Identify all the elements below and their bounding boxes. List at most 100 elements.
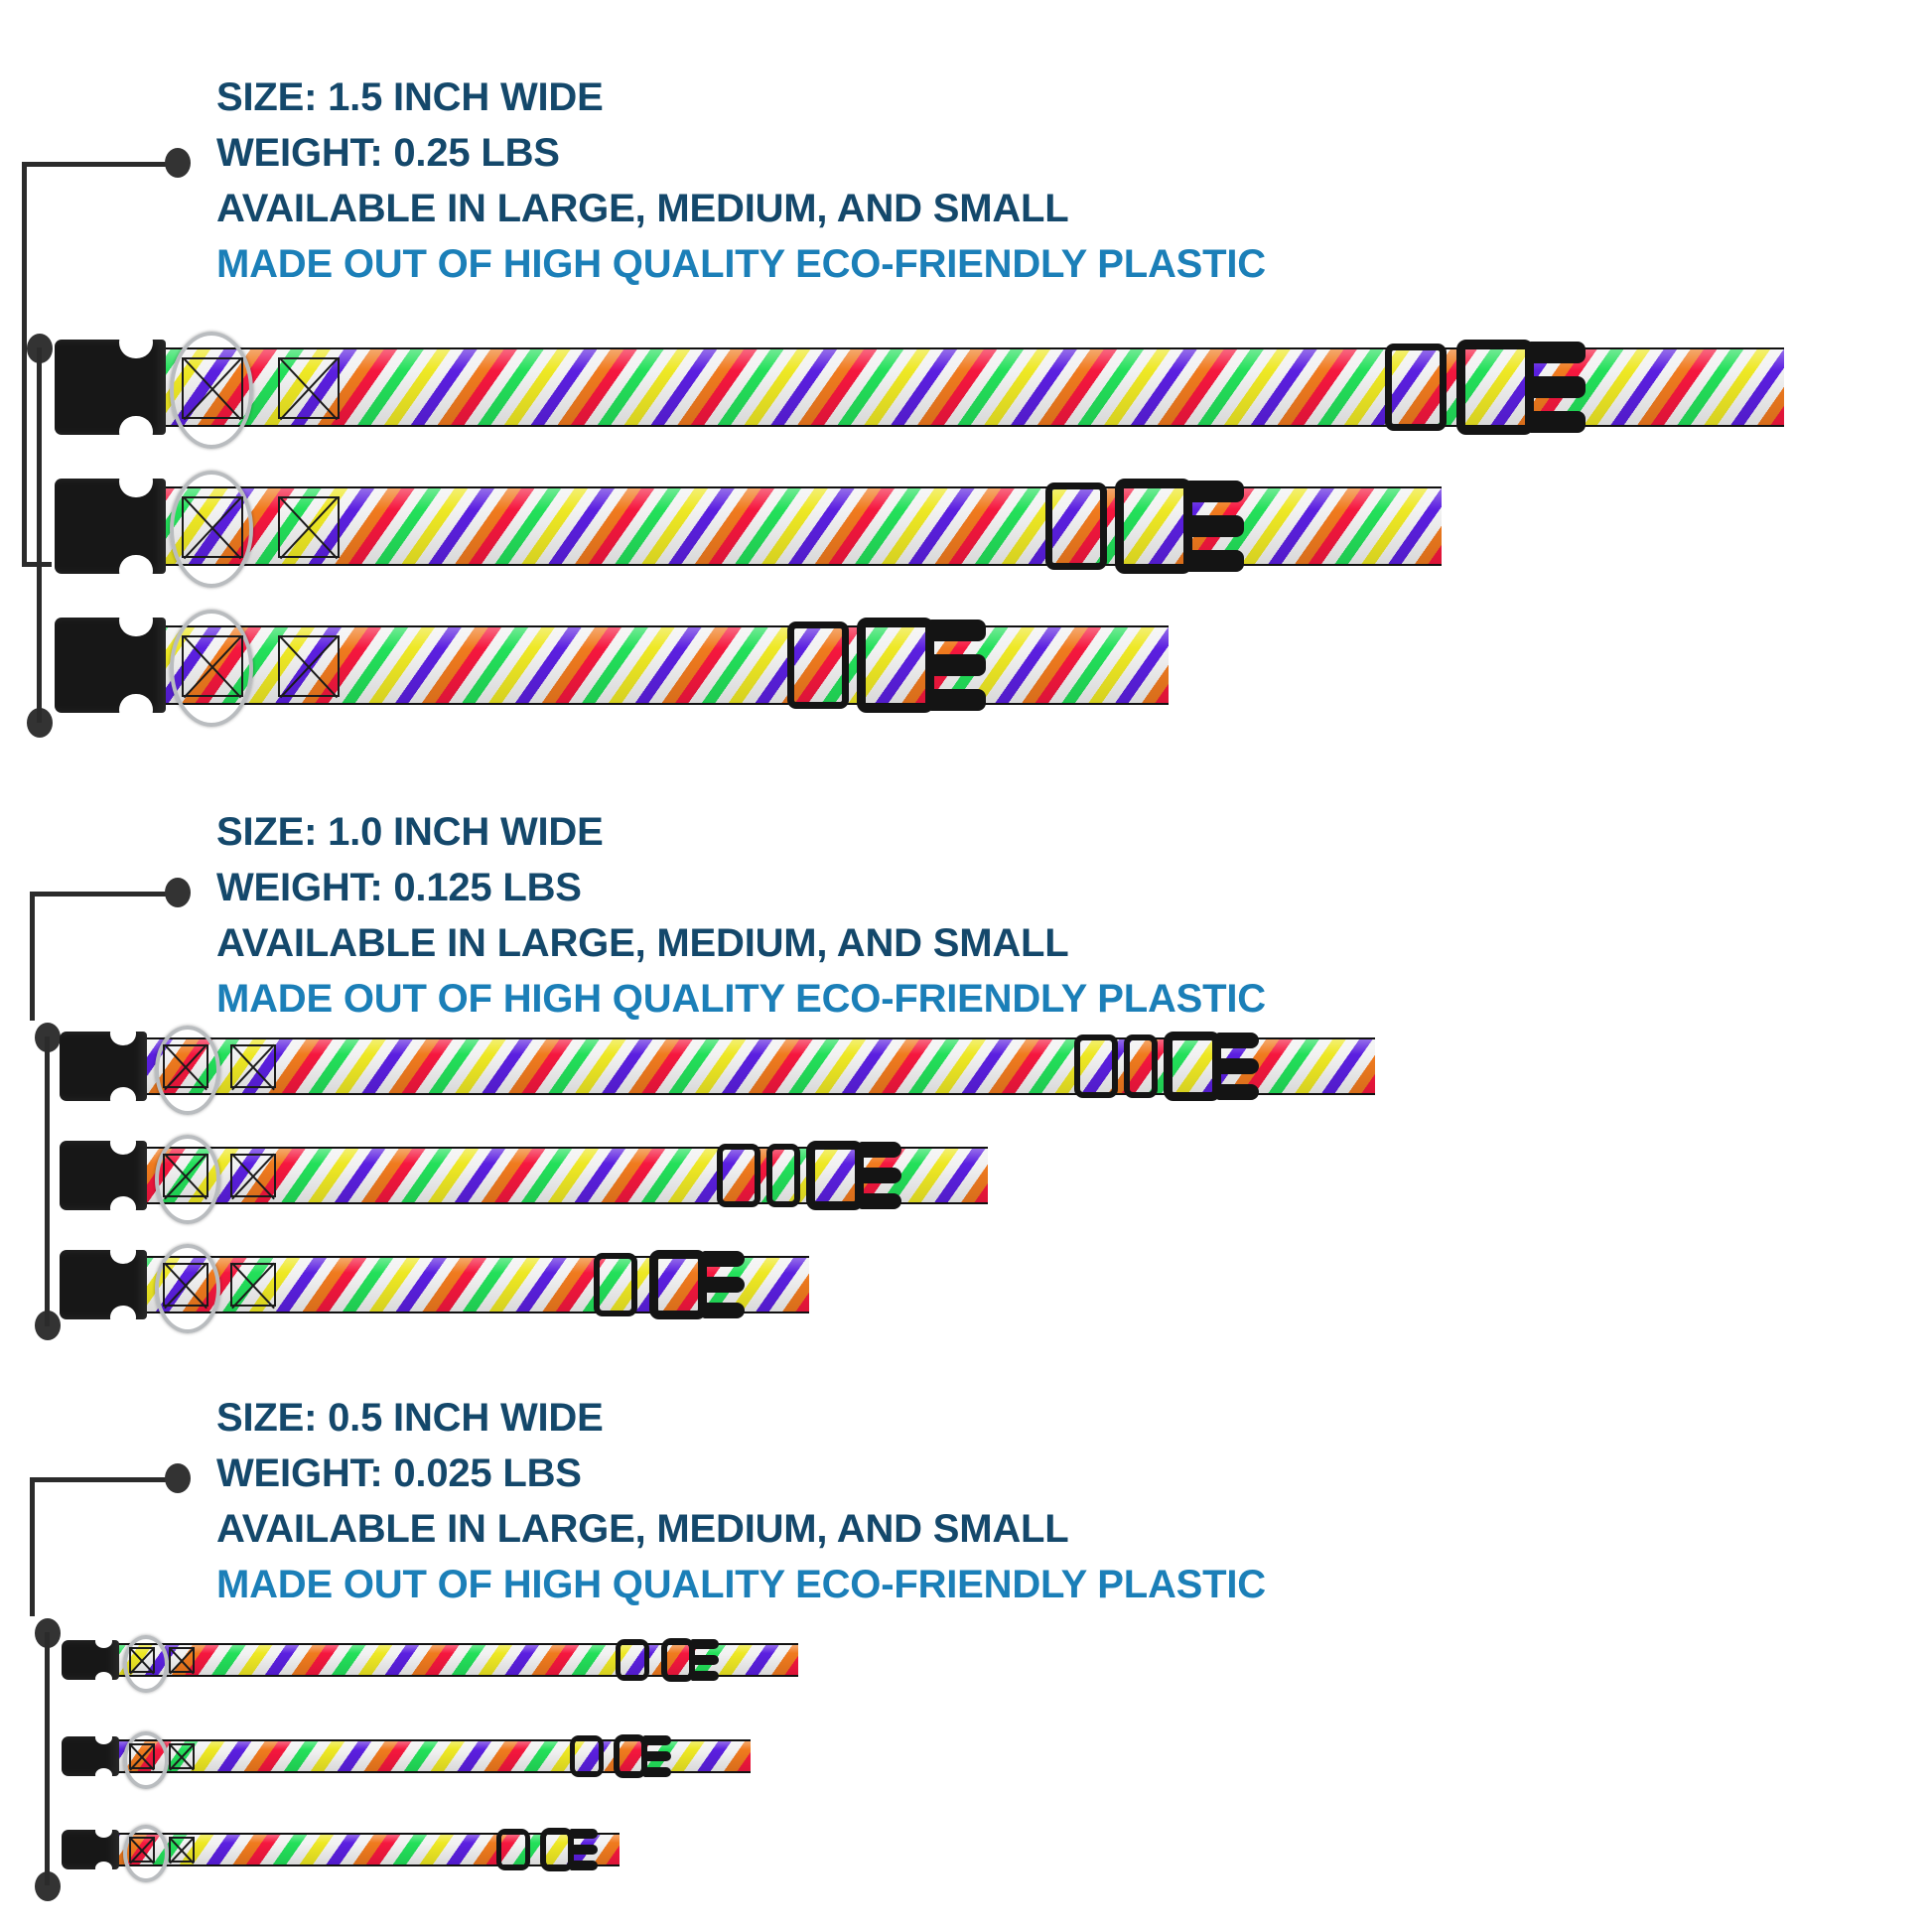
tri-glide-slider-icon[interactable] xyxy=(1074,1035,1118,1098)
collar-0-5-medium[interactable] xyxy=(62,1729,1893,1789)
spec-weight-label: WEIGHT: 0.025 LBS xyxy=(216,1451,582,1495)
side-release-buckle-icon[interactable] xyxy=(60,1022,147,1111)
clip-prong xyxy=(1186,550,1244,572)
d-ring-icon xyxy=(155,1135,220,1224)
collar-strap xyxy=(116,625,1169,705)
clip-prong xyxy=(1186,515,1244,537)
clip-frame xyxy=(806,1141,864,1210)
spec-material-label: MADE OUT OF HIGH QUALITY ECO-FRIENDLY PL… xyxy=(216,1563,1266,1606)
collar-1-5-large[interactable] xyxy=(55,326,1886,449)
clip-prong xyxy=(1528,342,1586,363)
clip-frame xyxy=(661,1638,695,1682)
stitch-patch xyxy=(230,1154,276,1197)
side-release-buckle-icon[interactable] xyxy=(62,1729,119,1782)
clip-prong xyxy=(1528,411,1586,433)
tri-glide-slider-icon[interactable] xyxy=(616,1639,649,1681)
d-ring-icon xyxy=(170,610,253,727)
side-release-buckle-icon[interactable] xyxy=(55,326,166,449)
collar-strap xyxy=(103,1643,798,1677)
clip-prong xyxy=(1528,376,1586,398)
clip-frame xyxy=(649,1250,707,1319)
side-release-buckle-icon[interactable] xyxy=(55,604,166,727)
leader-vertical-line-2 xyxy=(45,1632,50,1885)
clip-frame xyxy=(614,1734,647,1778)
collar-1-5-medium[interactable] xyxy=(55,465,1886,588)
spec-weight-label: WEIGHT: 0.25 LBS xyxy=(216,131,560,175)
stitch-patch xyxy=(278,635,340,697)
stitch-patch xyxy=(278,357,340,419)
clip-prong xyxy=(702,1251,745,1267)
buckle-clip-icon[interactable] xyxy=(614,1734,671,1778)
spec-material-label: MADE OUT OF HIGH QUALITY ECO-FRIENDLY PL… xyxy=(216,977,1266,1021)
buckle-clip-icon[interactable] xyxy=(857,618,986,713)
collar-0-5-small[interactable] xyxy=(62,1823,1893,1882)
stitch-patch xyxy=(129,1837,155,1863)
buckle-clip-icon[interactable] xyxy=(649,1250,745,1319)
d-ring-icon xyxy=(155,1244,220,1333)
side-release-buckle-icon[interactable] xyxy=(62,1633,119,1686)
stitch-patch xyxy=(278,496,340,558)
spec-material-label: MADE OUT OF HIGH QUALITY ECO-FRIENDLY PL… xyxy=(216,242,1266,286)
callout-dot-label xyxy=(165,148,191,178)
clip-frame xyxy=(857,618,934,713)
collar-1-0-medium[interactable] xyxy=(60,1131,1891,1224)
buckle-clip-icon[interactable] xyxy=(1164,1032,1259,1101)
stitch-patch xyxy=(182,496,243,558)
buckle-clip-icon[interactable] xyxy=(1115,479,1244,574)
leader-horizontal-line xyxy=(30,1477,171,1482)
d-ring-icon xyxy=(170,471,253,588)
d-ring-icon xyxy=(155,1026,220,1115)
clip-prong xyxy=(643,1751,671,1761)
leader-horizontal-line xyxy=(22,162,171,167)
tri-glide-slider-icon[interactable] xyxy=(496,1829,530,1870)
collar-1-5-small[interactable] xyxy=(55,604,1886,727)
clip-prong xyxy=(859,1193,901,1209)
side-release-buckle-icon[interactable] xyxy=(55,465,166,588)
clip-prong xyxy=(570,1845,598,1855)
collar-1-0-small[interactable] xyxy=(60,1240,1891,1333)
collar-1-0-large[interactable] xyxy=(60,1022,1891,1115)
buckle-clip-icon[interactable] xyxy=(540,1828,598,1871)
spec-availability-label: AVAILABLE IN LARGE, MEDIUM, AND SMALL xyxy=(216,1507,1069,1551)
stitch-patch xyxy=(129,1743,155,1769)
clip-prong xyxy=(1216,1058,1259,1074)
collar-0-5-large[interactable] xyxy=(62,1633,1893,1693)
spec-block-1-0-inch: SIZE: 1.0 INCH WIDE WEIGHT: 0.125 LBS AV… xyxy=(216,812,1266,1019)
clip-prong xyxy=(859,1168,901,1183)
side-release-buckle-icon[interactable] xyxy=(62,1823,119,1875)
clip-prong xyxy=(702,1277,745,1293)
side-release-buckle-icon[interactable] xyxy=(60,1240,147,1329)
buckle-clip-icon[interactable] xyxy=(1456,340,1586,435)
clip-prong xyxy=(570,1861,598,1870)
stitch-patch xyxy=(163,1154,208,1197)
stitch-patch xyxy=(169,1743,195,1769)
clip-prong xyxy=(859,1142,901,1158)
tri-glide-slider-icon[interactable] xyxy=(594,1253,637,1316)
d-ring-icon xyxy=(170,332,253,449)
clip-frame xyxy=(1115,479,1192,574)
tri-glide-slider-icon[interactable] xyxy=(787,621,849,709)
tri-glide-slider-icon[interactable] xyxy=(570,1735,604,1777)
tri-glide-slider-icon[interactable] xyxy=(1045,483,1107,570)
stitch-patch xyxy=(169,1647,195,1673)
tri-glide-slider-icon[interactable] xyxy=(717,1144,760,1207)
buckle-clip-icon[interactable] xyxy=(661,1638,719,1682)
clip-prong xyxy=(691,1655,719,1665)
spec-availability-label: AVAILABLE IN LARGE, MEDIUM, AND SMALL xyxy=(216,187,1069,230)
tri-glide-slider-icon[interactable] xyxy=(1124,1035,1158,1098)
buckle-clip-icon[interactable] xyxy=(806,1141,901,1210)
side-release-buckle-icon[interactable] xyxy=(60,1131,147,1220)
clip-frame xyxy=(540,1828,574,1871)
leader-vertical-line xyxy=(30,892,35,1021)
clip-frame xyxy=(1456,340,1534,435)
clip-prong xyxy=(691,1639,719,1649)
tri-glide-slider-icon[interactable] xyxy=(1385,344,1447,431)
clip-prong xyxy=(1216,1084,1259,1100)
clip-prong xyxy=(1186,481,1244,502)
spec-size-label: SIZE: 1.0 INCH WIDE xyxy=(216,810,604,854)
leader-vertical-line xyxy=(22,162,27,566)
tri-glide-slider-icon[interactable] xyxy=(766,1144,800,1207)
clip-prong xyxy=(643,1767,671,1777)
clip-frame xyxy=(1164,1032,1221,1101)
clip-prong xyxy=(691,1671,719,1681)
